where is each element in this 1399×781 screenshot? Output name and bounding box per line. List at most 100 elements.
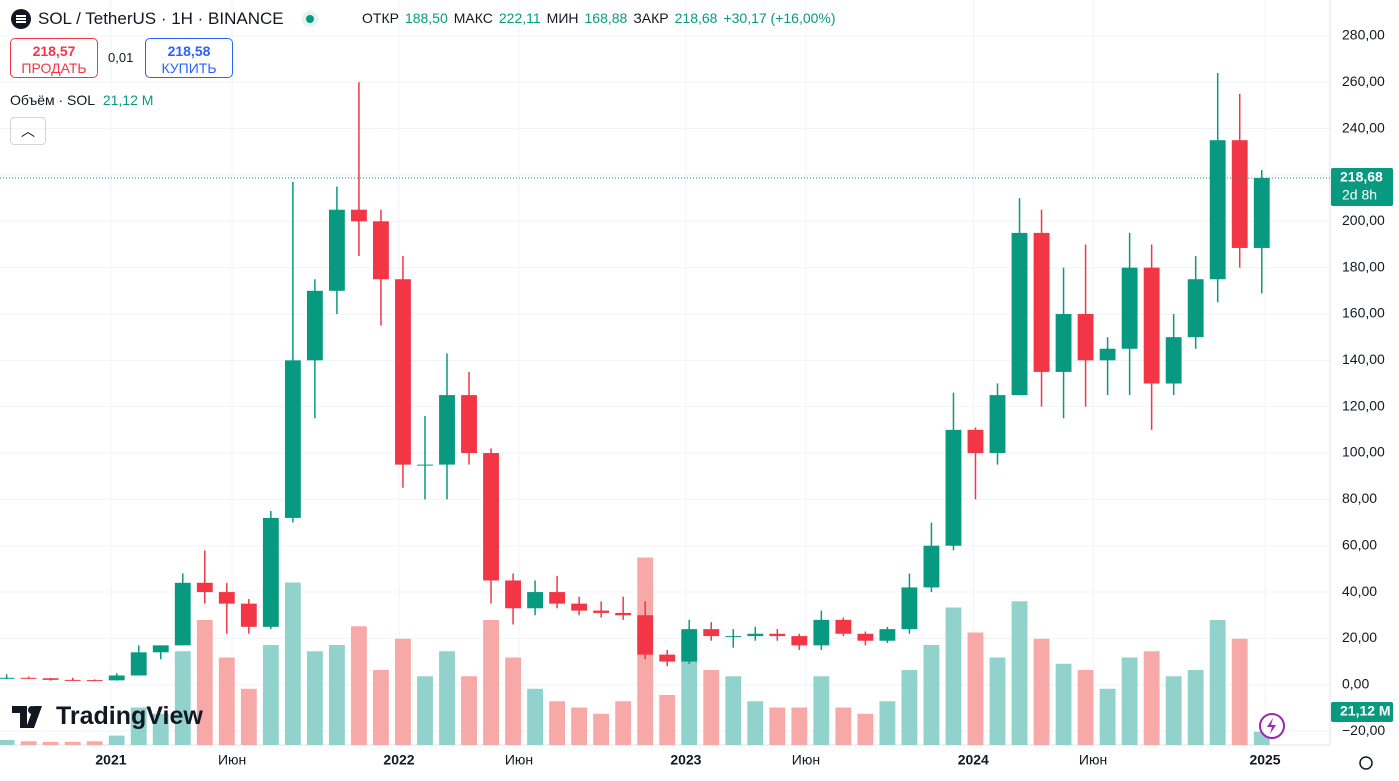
candle-body xyxy=(439,395,455,465)
candle-body xyxy=(989,395,1006,454)
candle-body xyxy=(967,429,984,454)
y-tick-label: 80,00 xyxy=(1342,490,1377,506)
ohlc-value: 222,11 xyxy=(498,10,541,26)
volume-bar xyxy=(615,701,632,745)
candle-body xyxy=(769,633,786,637)
candle-body xyxy=(240,603,257,627)
y-tick-label: 100,00 xyxy=(1342,444,1385,460)
volume-bar xyxy=(395,638,411,745)
candle-body xyxy=(1165,337,1182,384)
volume-bar xyxy=(1231,638,1248,745)
y-tick-label: 180,00 xyxy=(1342,258,1385,274)
volume-bar xyxy=(439,651,455,745)
volume-bar xyxy=(571,707,588,745)
candle-body xyxy=(218,592,235,604)
candle-body xyxy=(284,360,301,518)
volume-bar xyxy=(857,713,874,745)
buy-button[interactable]: 218,58 КУПИТЬ xyxy=(145,38,233,78)
volume-bar xyxy=(747,701,764,745)
volume-bar xyxy=(967,632,984,745)
candle-body xyxy=(725,636,742,638)
candle-body xyxy=(747,633,764,637)
settings-icon xyxy=(1359,756,1373,770)
volume-bar xyxy=(703,670,720,745)
candle-body xyxy=(615,612,632,616)
volume-bar xyxy=(417,676,433,745)
volume-bar xyxy=(835,707,852,745)
ohlc-legend: ОТКР 188,50 МАКС 222,11 МИН 168,88 ЗАКР 218,68 +… xyxy=(362,10,836,26)
spread: 0,01 xyxy=(108,50,134,65)
volume-bar xyxy=(923,645,940,745)
candle-body xyxy=(328,209,345,291)
volume-bar xyxy=(64,741,81,745)
volume-bar xyxy=(196,620,213,745)
candle-body xyxy=(1231,140,1248,248)
y-tick-label: 120,00 xyxy=(1342,397,1385,413)
candle-body xyxy=(0,677,15,679)
candle-body xyxy=(262,517,279,627)
volume-bar xyxy=(262,645,279,745)
volume-bar xyxy=(328,645,345,745)
x-tick-label: 2021 xyxy=(95,752,126,768)
volume-bar xyxy=(350,626,367,745)
bottom-corner xyxy=(1331,746,1399,781)
y-tick-label: 20,00 xyxy=(1342,629,1377,645)
x-tick-label: 2025 xyxy=(1249,752,1280,768)
volume-bar xyxy=(1077,670,1094,745)
volume-bar xyxy=(1143,651,1160,745)
candle-body xyxy=(1077,313,1094,361)
volume-bar xyxy=(306,651,323,745)
candle-body xyxy=(1253,178,1270,248)
y-tick-label: 40,00 xyxy=(1342,583,1377,599)
volume-bar xyxy=(483,620,499,745)
sell-label: ПРОДАТЬ xyxy=(21,60,87,76)
candle-body xyxy=(791,636,808,646)
volume-bar xyxy=(0,740,15,745)
ohlc-label: МАКС xyxy=(453,10,493,26)
candle-body xyxy=(461,395,477,454)
countdown: 2d 8h xyxy=(1342,187,1377,203)
volume-bar xyxy=(527,688,544,745)
candle-body xyxy=(505,580,521,609)
buy-label: КУПИТЬ xyxy=(161,60,217,76)
volume-bar xyxy=(152,713,169,745)
lightning-button[interactable] xyxy=(1257,711,1287,741)
volume-bar xyxy=(681,638,698,745)
volume-bar xyxy=(593,713,610,745)
volume-bar xyxy=(1121,657,1138,745)
candle-body xyxy=(174,582,191,646)
candle-body xyxy=(108,675,125,681)
symbol-icon xyxy=(11,9,31,29)
candle-body xyxy=(20,677,37,679)
candle-body xyxy=(593,610,610,613)
volume-bar xyxy=(879,701,896,745)
logo-text: TradingView xyxy=(56,702,203,730)
y-tick-label: 60,00 xyxy=(1342,536,1377,552)
volume-bar xyxy=(989,657,1006,745)
volume-bar xyxy=(1209,620,1226,745)
last-price-label: 218,68 xyxy=(1340,169,1383,185)
collapse-button[interactable]: ︿ xyxy=(10,117,46,145)
candle-body xyxy=(1055,313,1072,372)
candle-body xyxy=(130,652,147,676)
symbol-title[interactable]: SOL / TetherUS · 1H · BINANCE xyxy=(38,9,284,28)
candle-body xyxy=(901,587,918,630)
candle-body xyxy=(350,209,367,222)
logo-mark xyxy=(12,705,42,728)
price-change: +30,17 (+16,00%) xyxy=(723,10,836,26)
volume-bar xyxy=(1165,676,1182,745)
y-tick-label: −20,00 xyxy=(1342,722,1385,738)
volume-bar xyxy=(945,607,962,745)
sell-button[interactable]: 218,57 ПРОДАТЬ xyxy=(10,38,98,78)
volume-bar xyxy=(86,741,103,745)
candle-body xyxy=(152,645,169,653)
x-tick-label: Июн xyxy=(218,752,246,768)
candle-body xyxy=(1033,232,1050,372)
status-dot xyxy=(301,11,318,27)
volume-bar xyxy=(1055,663,1072,745)
volume-bar xyxy=(505,657,521,745)
candle-body xyxy=(945,429,962,546)
logo: TradingView xyxy=(12,702,203,731)
volume-bar xyxy=(791,707,808,745)
ohlc-value: 188,50 xyxy=(404,10,448,26)
